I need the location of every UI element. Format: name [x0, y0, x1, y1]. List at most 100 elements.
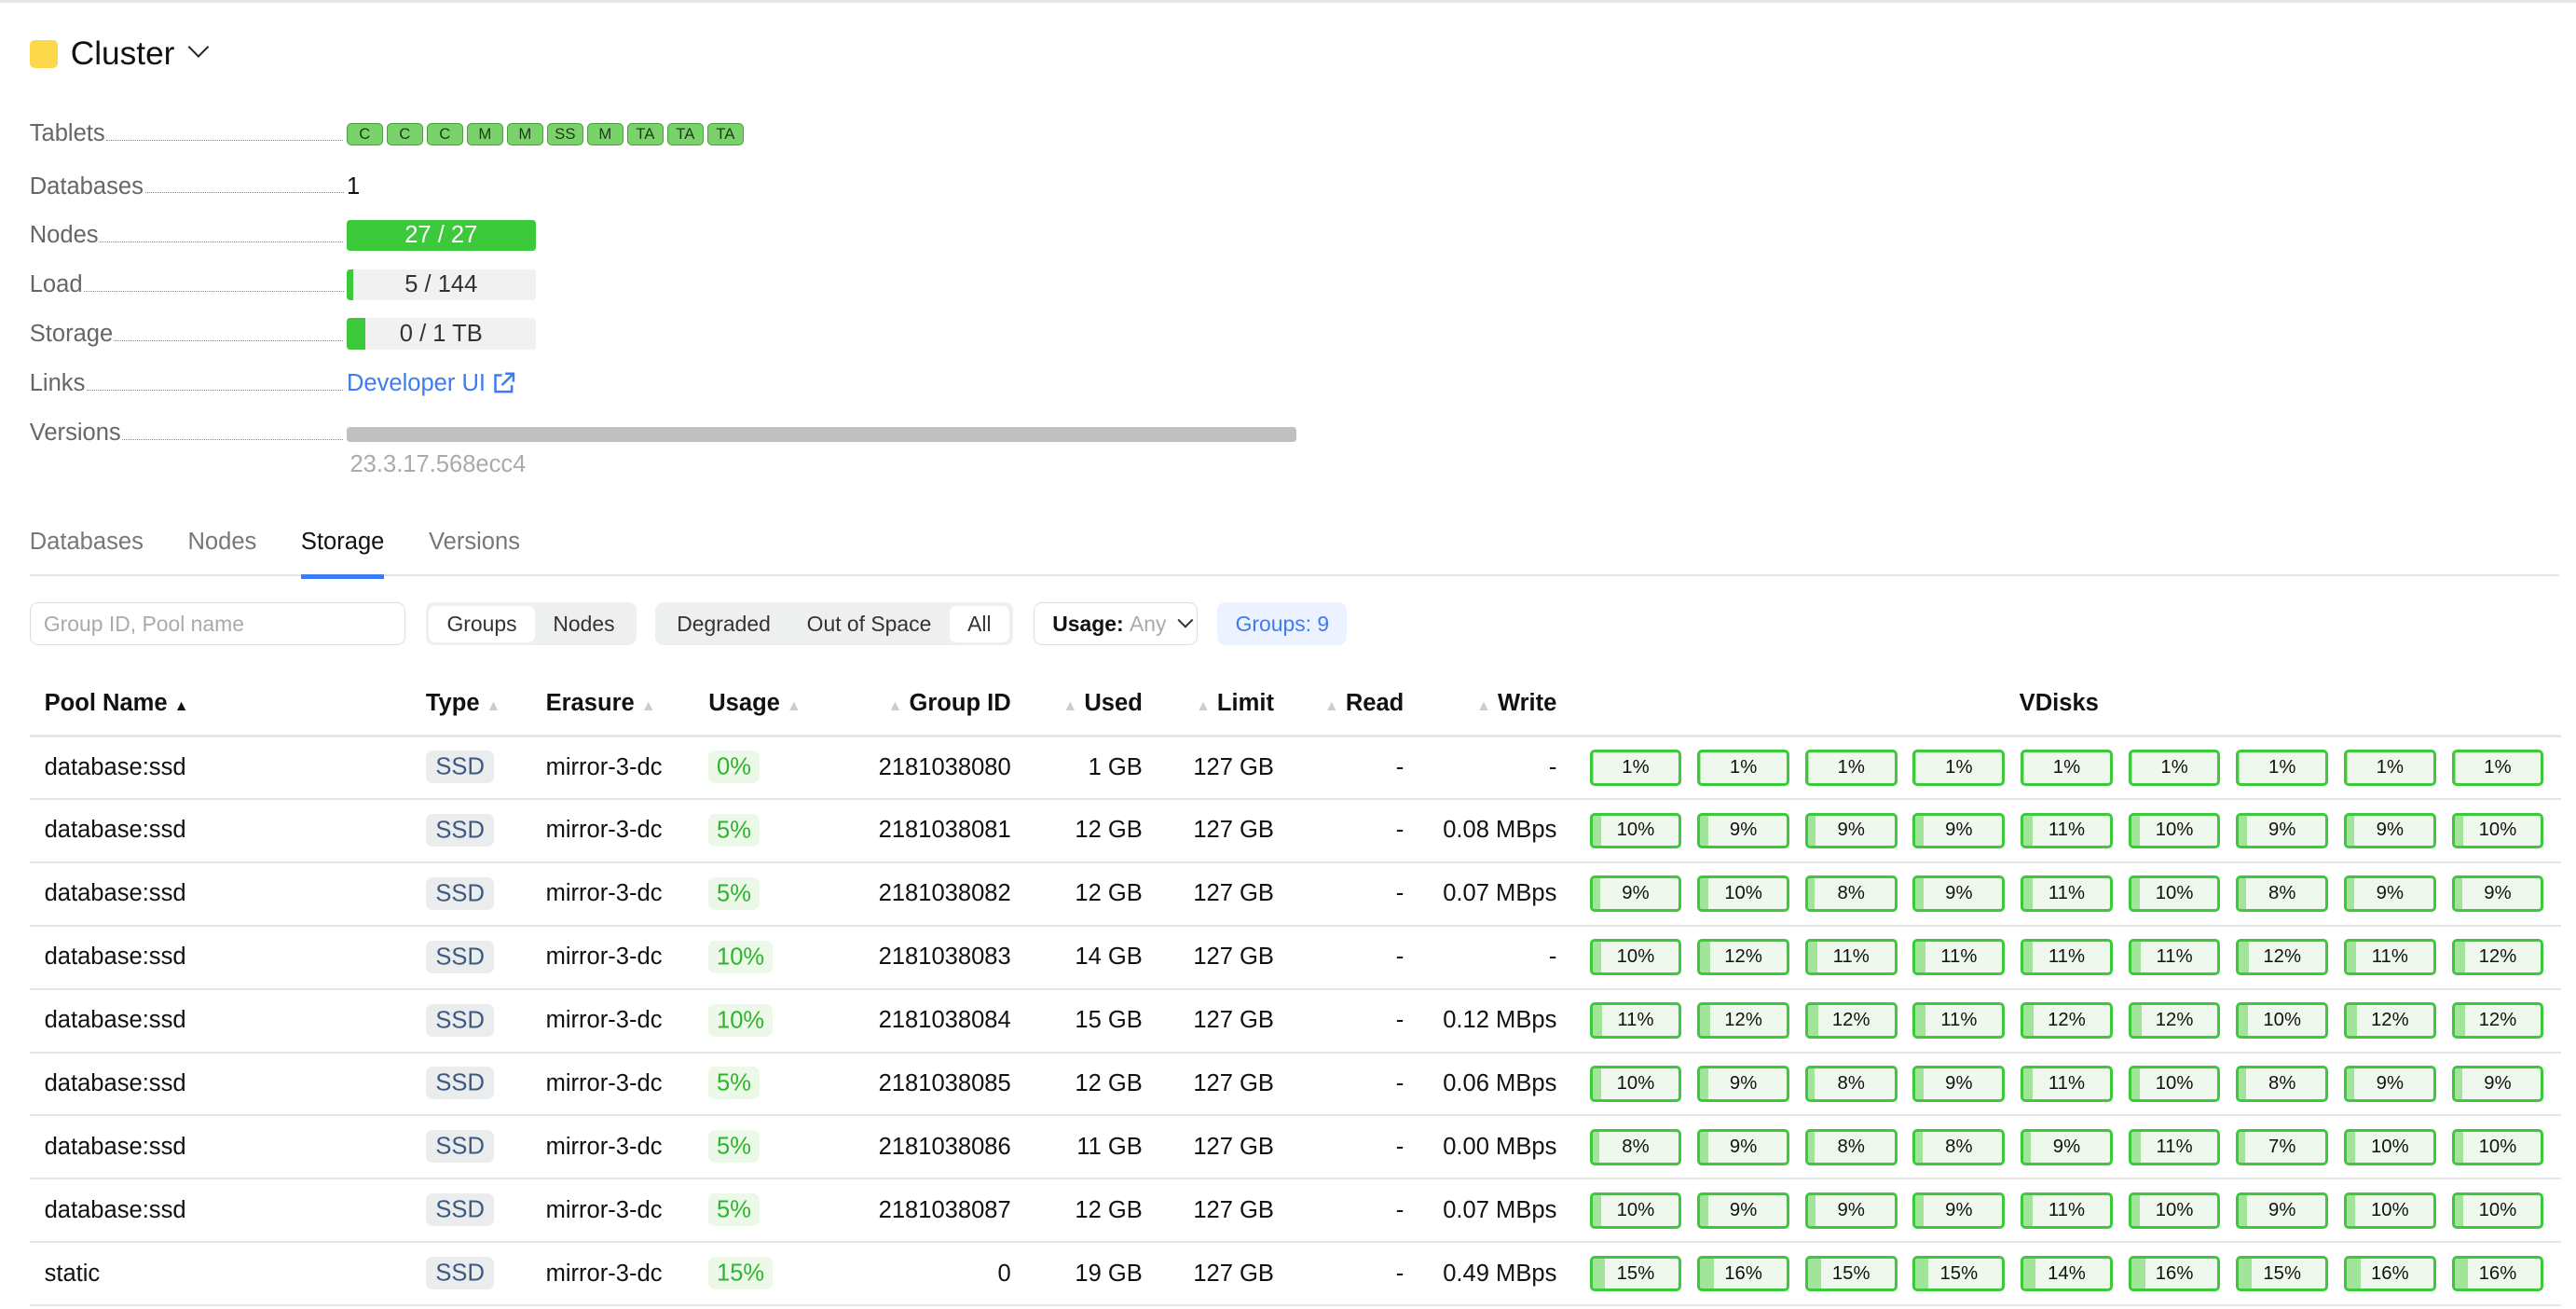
vdisk[interactable]: 10%	[1589, 1192, 1682, 1229]
vdisk[interactable]: 11%	[1912, 1002, 2006, 1039]
vdisk[interactable]: 7%	[2236, 1128, 2329, 1165]
table-row[interactable]: database:ssd SSD mirror-3-dc 0% 2181038080 1 …	[29, 736, 2562, 801]
vdisk[interactable]: 11%	[2021, 939, 2113, 976]
vdisk[interactable]: 14%	[2021, 1255, 2113, 1292]
tab-storage[interactable]: Storage	[300, 529, 384, 579]
vdisk[interactable]: 12%	[2236, 939, 2329, 976]
column-header-type[interactable]: Type ▲	[425, 673, 546, 737]
tab-databases[interactable]: Databases	[29, 529, 144, 556]
tablet-badge[interactable]: M	[466, 122, 503, 146]
vdisk[interactable]: 8%	[1804, 1128, 1898, 1165]
vdisk[interactable]: 11%	[2021, 1066, 2113, 1102]
vdisk[interactable]: 9%	[2343, 812, 2436, 849]
vdisk[interactable]: 9%	[2451, 875, 2544, 913]
vdisk[interactable]: 12%	[1697, 1002, 1789, 1039]
vdisk[interactable]: 10%	[2128, 875, 2221, 913]
versions-bar[interactable]	[346, 426, 1296, 442]
table-row[interactable]: database:ssd SSD mirror-3-dc 5% 2181038087 12…	[29, 1178, 2562, 1244]
tab-versions[interactable]: Versions	[428, 529, 520, 556]
vdisk[interactable]: 9%	[2343, 1066, 2436, 1102]
tablet-badge[interactable]: M	[506, 122, 543, 146]
vdisk[interactable]: 10%	[2343, 1128, 2436, 1165]
vdisk[interactable]: 11%	[2021, 1192, 2113, 1229]
vdisk[interactable]: 9%	[1912, 875, 2006, 913]
table-row[interactable]: database:ssd SSD mirror-3-dc 5% 2181038086 11…	[29, 1115, 2562, 1180]
vdisk[interactable]: 9%	[1697, 812, 1789, 849]
vdisk[interactable]: 1%	[2128, 749, 2221, 786]
vdisk[interactable]: 1%	[1589, 749, 1682, 786]
vdisk[interactable]: 12%	[1804, 1002, 1898, 1039]
vdisk[interactable]: 10%	[2236, 1002, 2329, 1039]
view-nodes-button[interactable]: Nodes	[553, 611, 615, 636]
vdisk[interactable]: 9%	[1804, 812, 1898, 849]
vdisk[interactable]: 9%	[2451, 1066, 2544, 1102]
vdisk[interactable]: 12%	[2128, 1002, 2221, 1039]
vdisk[interactable]: 9%	[1912, 1192, 2006, 1229]
vdisk[interactable]: 10%	[2128, 1192, 2221, 1229]
table-row[interactable]: static SSD mirror-3-dc 15% 0 19 GB 127 GB - 0.49…	[29, 1242, 2562, 1306]
vdisk[interactable]: 8%	[1804, 1066, 1898, 1102]
table-row[interactable]: database:ssd SSD mirror-3-dc 10% 2181038084 1…	[29, 988, 2562, 1054]
vdisk[interactable]: 11%	[1912, 939, 2006, 976]
table-row[interactable]: database:ssd SSD mirror-3-dc 5% 2181038085 12…	[29, 1052, 2562, 1117]
search-input[interactable]: Group ID, Pool name	[29, 602, 406, 646]
column-header-write[interactable]: ▲ Write	[1404, 673, 1557, 737]
vdisk[interactable]: 10%	[2451, 1128, 2544, 1165]
vdisk[interactable]: 10%	[1697, 875, 1789, 913]
tablet-badge[interactable]: C	[426, 122, 463, 146]
cluster-title[interactable]: Cluster	[29, 35, 210, 73]
filter-out-of-space-button[interactable]: Out of Space	[806, 611, 932, 636]
vdisk[interactable]: 9%	[1697, 1066, 1789, 1102]
vdisk[interactable]: 8%	[2236, 1066, 2329, 1102]
vdisk[interactable]: 15%	[1804, 1255, 1898, 1292]
vdisk[interactable]: 9%	[1804, 1192, 1898, 1229]
tablet-badge[interactable]: C	[346, 122, 383, 146]
vdisk[interactable]: 1%	[1697, 749, 1789, 786]
tablet-badge[interactable]: TA	[666, 122, 704, 146]
vdisk[interactable]: 11%	[2021, 812, 2113, 849]
vdisk[interactable]: 15%	[1589, 1255, 1682, 1292]
vdisk[interactable]: 12%	[1697, 939, 1789, 976]
table-row[interactable]: database:ssd SSD mirror-3-dc 10% 2181038083 1…	[29, 925, 2562, 990]
usage-select[interactable]: Usage: Any	[1033, 602, 1199, 646]
column-header-read[interactable]: ▲ Read	[1273, 673, 1404, 737]
filter-degraded-button[interactable]: Degraded	[677, 611, 771, 636]
vdisk[interactable]: 12%	[2451, 939, 2544, 976]
tab-nodes[interactable]: Nodes	[187, 529, 257, 556]
vdisk[interactable]: 9%	[1912, 812, 2006, 849]
vdisk[interactable]: 8%	[1804, 875, 1898, 913]
vdisk[interactable]: 9%	[2343, 875, 2436, 913]
vdisk[interactable]: 9%	[1912, 1066, 2006, 1102]
vdisk[interactable]: 11%	[1589, 1002, 1682, 1039]
vdisk[interactable]: 8%	[1589, 1128, 1682, 1165]
vdisk[interactable]: 10%	[2451, 812, 2544, 849]
table-row[interactable]: database:ssd SSD mirror-3-dc 5% 2181038082 12…	[29, 861, 2562, 927]
tablet-badge[interactable]: TA	[706, 122, 744, 146]
vdisk[interactable]: 10%	[2128, 1066, 2221, 1102]
vdisk[interactable]: 1%	[1912, 749, 2006, 786]
vdisk[interactable]: 11%	[1804, 939, 1898, 976]
vdisk[interactable]: 9%	[2236, 812, 2329, 849]
column-header-used[interactable]: ▲ Used	[1010, 673, 1143, 737]
vdisk[interactable]: 8%	[1912, 1128, 2006, 1165]
vdisk[interactable]: 10%	[1589, 812, 1682, 849]
vdisk[interactable]: 11%	[2128, 939, 2221, 976]
vdisk[interactable]: 1%	[1804, 749, 1898, 786]
vdisk[interactable]: 11%	[2128, 1128, 2221, 1165]
vdisk[interactable]: 10%	[2343, 1192, 2436, 1229]
vdisk[interactable]: 10%	[2128, 812, 2221, 849]
vdisk[interactable]: 9%	[1697, 1192, 1789, 1229]
tablet-badge[interactable]: M	[586, 122, 623, 146]
column-header-erasure[interactable]: Erasure ▲	[545, 673, 709, 737]
tablet-badge[interactable]: TA	[626, 122, 664, 146]
vdisk[interactable]: 8%	[2236, 875, 2329, 913]
developer-ui-link[interactable]: Developer UI	[347, 370, 515, 397]
tablet-badge[interactable]: SS	[546, 122, 583, 146]
vdisk[interactable]: 1%	[2021, 749, 2113, 786]
vdisk[interactable]: 15%	[1912, 1255, 2006, 1292]
filter-all-button[interactable]: All	[949, 605, 1009, 642]
column-header-group-id[interactable]: ▲ Group ID	[859, 673, 1011, 737]
vdisk[interactable]: 16%	[1697, 1255, 1789, 1292]
vdisk[interactable]: 9%	[2236, 1192, 2329, 1229]
view-groups-button[interactable]: Groups	[429, 605, 535, 642]
